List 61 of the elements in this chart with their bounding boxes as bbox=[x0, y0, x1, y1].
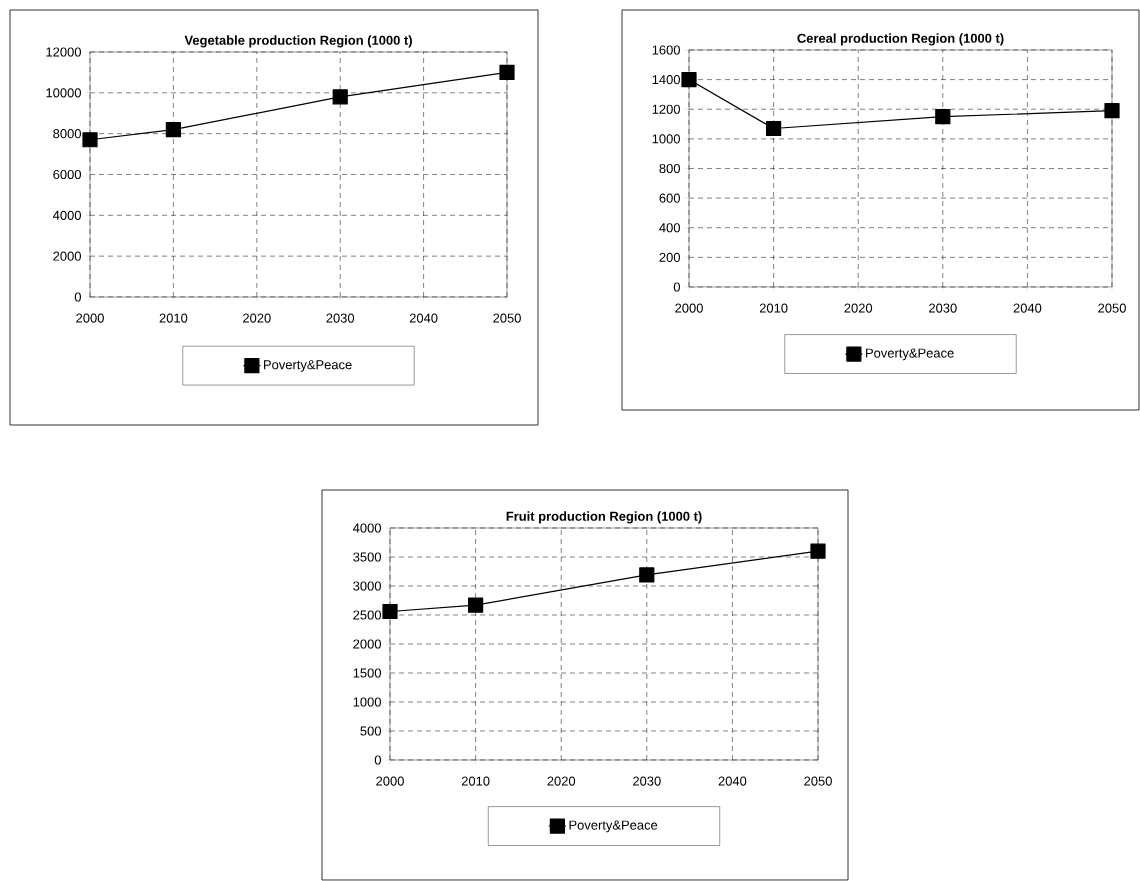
point bbox=[639, 567, 655, 583]
x-tick-label: 2020 bbox=[243, 313, 271, 323]
x-tick-label: 2000 bbox=[675, 303, 703, 313]
y-tick-label: 1400 bbox=[652, 75, 680, 85]
chart-title: Cereal production Region (1000 t) bbox=[797, 33, 1004, 46]
legend-label: Poverty&Peace bbox=[569, 820, 658, 833]
legend-label: Poverty&Peace bbox=[264, 360, 352, 372]
x-tick-label: 2020 bbox=[844, 303, 873, 313]
y-tick-label: 600 bbox=[659, 193, 680, 203]
chart-title: Fruit production Region (1000 t) bbox=[506, 511, 702, 524]
legend-label: Poverty&Peace bbox=[866, 348, 954, 361]
y-tick-label: 4000 bbox=[352, 523, 381, 533]
y-tick-label: 1500 bbox=[353, 668, 381, 678]
y-tick-label: 10000 bbox=[46, 88, 81, 98]
x-tick-label: 2050 bbox=[493, 313, 521, 323]
point bbox=[935, 109, 951, 125]
x-tick-label: 2010 bbox=[461, 776, 490, 786]
x-tick-label: 2050 bbox=[1098, 303, 1126, 313]
chart-title: Vegetable production Region (1000 t) bbox=[184, 35, 412, 48]
y-tick-label: 3000 bbox=[353, 581, 381, 591]
y-tick-label: 500 bbox=[360, 726, 381, 736]
point bbox=[332, 89, 348, 105]
x-tick-label: 2030 bbox=[929, 303, 957, 313]
x-tick-label: 2000 bbox=[76, 313, 104, 323]
y-tick-label: 2500 bbox=[353, 610, 381, 620]
point bbox=[810, 543, 826, 559]
point bbox=[499, 64, 515, 80]
y-tick-label: 2000 bbox=[53, 251, 81, 261]
point bbox=[468, 597, 484, 613]
y-tick-label: 0 bbox=[374, 755, 381, 765]
x-tick-label: 2020 bbox=[547, 776, 576, 786]
y-tick-label: 8000 bbox=[53, 129, 81, 139]
x-tick-label: 2030 bbox=[633, 776, 661, 786]
y-tick-label: 2000 bbox=[353, 639, 381, 649]
point bbox=[766, 120, 782, 137]
x-tick-label: 2010 bbox=[159, 313, 188, 323]
x-tick-label: 2030 bbox=[326, 313, 355, 323]
y-tick-label: 0 bbox=[74, 292, 81, 302]
x-tick-label: 2040 bbox=[409, 313, 438, 323]
x-tick-label: 2000 bbox=[376, 776, 404, 786]
x-tick-label: 2050 bbox=[804, 776, 832, 786]
point bbox=[681, 72, 697, 88]
y-tick-label: 200 bbox=[659, 252, 680, 262]
point bbox=[382, 603, 398, 620]
y-tick-label: 6000 bbox=[53, 169, 81, 180]
y-tick-label: 400 bbox=[659, 223, 680, 233]
point bbox=[165, 121, 182, 138]
y-tick-label: 800 bbox=[659, 163, 680, 174]
y-tick-label: 1200 bbox=[652, 104, 680, 114]
y-tick-label: 4000 bbox=[52, 210, 81, 220]
point bbox=[82, 132, 98, 148]
y-tick-label: 12000 bbox=[46, 47, 81, 57]
y-tick-label: 1600 bbox=[652, 45, 680, 55]
y-tick-label: 3500 bbox=[353, 552, 381, 562]
x-tick-label: 2040 bbox=[1013, 303, 1042, 313]
x-tick-label: 2010 bbox=[759, 303, 788, 313]
y-tick-label: 1000 bbox=[652, 134, 680, 144]
x-tick-label: 2040 bbox=[718, 776, 747, 786]
point bbox=[1104, 103, 1120, 119]
y-tick-label: 1000 bbox=[353, 697, 381, 707]
y-tick-label: 0 bbox=[673, 282, 680, 292]
